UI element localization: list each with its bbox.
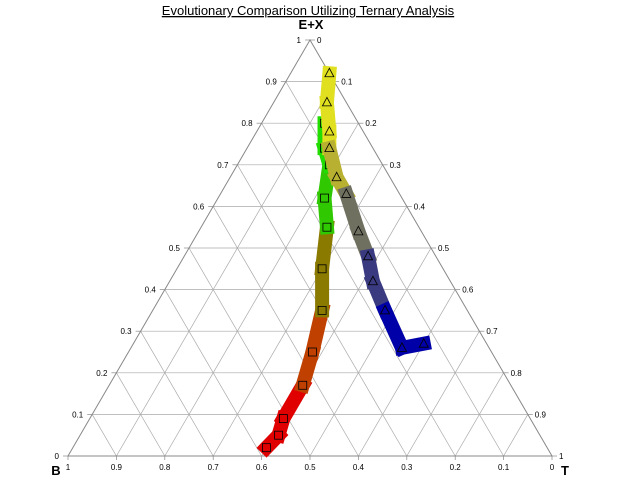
grid-line: [91, 414, 117, 457]
chart-title: Evolutionary Comparison Utilizing Ternar…: [162, 3, 455, 18]
right-tick-label: 0.8: [511, 369, 523, 378]
tick-labels: 0010.10.10.90.20.20.80.30.30.70.40.40.60…: [55, 36, 564, 472]
grid-line: [164, 289, 262, 457]
left-tick-label: 0.4: [145, 286, 157, 295]
bottom-tick-label: 0.2: [450, 463, 462, 472]
square-marker: [320, 193, 329, 203]
left-tick-label: 0.5: [169, 244, 181, 253]
left-tick-label: 0.8: [241, 119, 253, 128]
square-marker: [317, 264, 327, 274]
left-tick-label: 0: [55, 452, 60, 461]
bottom-tick-label: 0.8: [159, 463, 171, 472]
triangle-marker: [353, 225, 364, 236]
grid-line: [503, 414, 529, 457]
left-tick-label: 0.2: [96, 369, 108, 378]
square-marker: [274, 430, 283, 440]
bottom-tick-label: 0.4: [353, 463, 365, 472]
triangle-marker: [379, 304, 391, 315]
bottom-tick-label: 0.3: [401, 463, 413, 472]
grid-line: [309, 247, 432, 457]
left-tick-label: 0.7: [217, 161, 229, 170]
triangle-marker: [324, 142, 335, 153]
right-tick-label: 0.7: [486, 327, 498, 336]
grid-line: [454, 372, 504, 457]
triangle-marker: [321, 96, 333, 107]
bottom-tick-label: 0.5: [304, 463, 316, 472]
bottom-tick-label: 0.9: [111, 463, 123, 472]
triangle-marker: [362, 250, 374, 261]
square-marker: [317, 305, 327, 315]
grid-line: [116, 372, 166, 457]
square-marker: [262, 443, 271, 453]
grid-line: [406, 331, 480, 457]
left-tick-label: 0.3: [120, 327, 132, 336]
square-marker: [298, 380, 308, 390]
bottom-tick-label: 0: [550, 463, 555, 472]
right-tick-label: 1: [559, 452, 564, 461]
grid-line: [358, 289, 456, 457]
right-tick-label: 0.4: [414, 202, 426, 211]
square-marker: [308, 347, 317, 357]
triangle-marker: [324, 67, 335, 78]
triangle-marker: [341, 188, 352, 198]
right-vertex-label: T: [561, 463, 569, 478]
square-marker: [322, 222, 332, 232]
left-tick-label: 0.9: [266, 78, 278, 87]
right-tick-label: 0.5: [438, 244, 450, 253]
series-band-segment: [393, 335, 432, 357]
right-tick-label: 0: [317, 36, 322, 45]
grid-line: [116, 81, 335, 457]
bottom-tick-label: 0.1: [498, 463, 510, 472]
grid: [91, 81, 529, 457]
left-tick-label: 0.6: [193, 202, 205, 211]
triangle-marker: [367, 275, 379, 286]
right-tick-label: 0.2: [365, 119, 377, 128]
left-tick-label: 0.1: [72, 410, 84, 419]
triangle-marker: [396, 341, 408, 352]
triangle-marker: [324, 125, 335, 136]
series-layer: [256, 65, 432, 458]
triangle-marker: [331, 171, 342, 182]
grid-line: [140, 331, 214, 457]
left-tick-label: 1: [297, 36, 302, 45]
left-vertex-label: B: [51, 463, 60, 478]
right-tick-label: 0.9: [535, 410, 547, 419]
bottom-tick-label: 1: [66, 463, 71, 472]
right-tick-label: 0.1: [341, 78, 353, 87]
right-tick-label: 0.6: [462, 286, 474, 295]
grid-line: [188, 247, 311, 457]
bottom-tick-label: 0.6: [256, 463, 268, 472]
bottom-tick-label: 0.7: [208, 463, 220, 472]
right-tick-label: 0.3: [390, 161, 402, 170]
top-vertex-label: E+X: [299, 17, 324, 32]
square-marker: [278, 414, 288, 423]
triangle-marker: [418, 337, 429, 348]
